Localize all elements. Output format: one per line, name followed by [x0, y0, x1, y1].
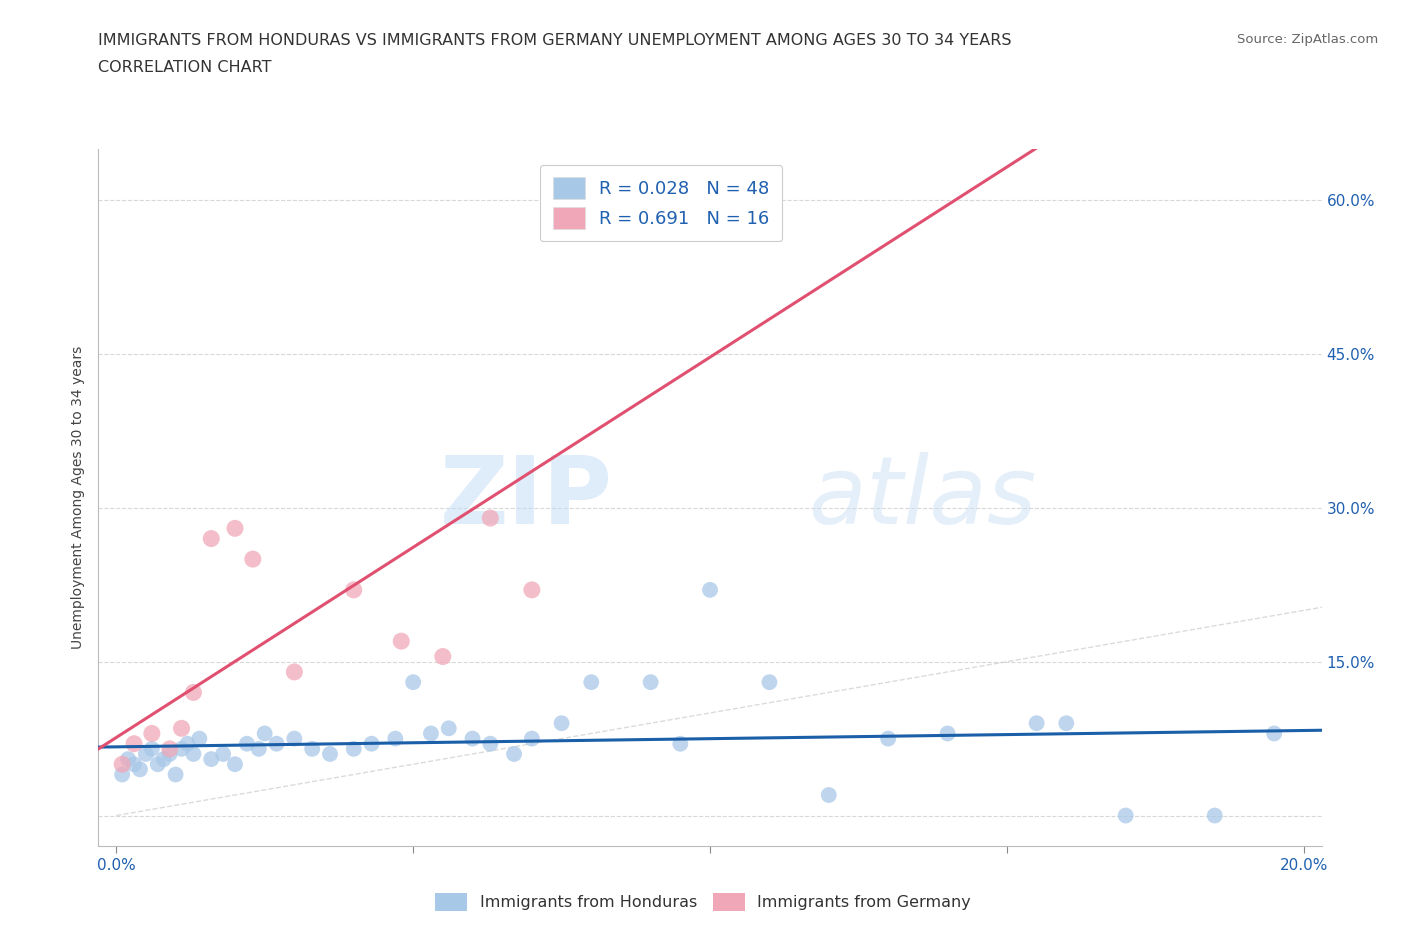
Point [343, 582, 366, 597]
Point [550, 716, 572, 731]
Point [141, 741, 163, 756]
Point [503, 747, 526, 762]
Point [936, 726, 959, 741]
Point [758, 675, 780, 690]
Point [1204, 808, 1226, 823]
Point [699, 582, 721, 597]
Point [212, 747, 235, 762]
Point [817, 788, 839, 803]
Point [520, 731, 543, 746]
Point [877, 731, 900, 746]
Y-axis label: Unemployment Among Ages 30 to 34 years: Unemployment Among Ages 30 to 34 years [72, 346, 86, 649]
Point [581, 675, 603, 690]
Text: IMMIGRANTS FROM HONDURAS VS IMMIGRANTS FROM GERMANY UNEMPLOYMENT AMONG AGES 30 T: IMMIGRANTS FROM HONDURAS VS IMMIGRANTS F… [98, 33, 1012, 47]
Point [640, 675, 662, 690]
Point [159, 741, 181, 756]
Point [520, 582, 543, 597]
Point [1025, 716, 1047, 731]
Point [176, 737, 198, 751]
Point [253, 726, 276, 741]
Point [183, 685, 205, 700]
Point [266, 737, 288, 751]
Point [224, 757, 246, 772]
Point [432, 649, 454, 664]
Point [165, 767, 187, 782]
Point [141, 726, 163, 741]
Point [111, 757, 134, 772]
Point [146, 757, 169, 772]
Point [283, 731, 305, 746]
Point [1054, 716, 1077, 731]
Text: CORRELATION CHART: CORRELATION CHART [98, 60, 271, 75]
Point [170, 741, 193, 756]
Point [117, 751, 139, 766]
Point [152, 751, 174, 766]
Point [283, 665, 305, 680]
Point [236, 737, 259, 751]
Point [389, 633, 412, 648]
Point [111, 767, 134, 782]
Point [343, 741, 366, 756]
Point [200, 531, 222, 546]
Legend: R = 0.028   N = 48, R = 0.691   N = 16: R = 0.028 N = 48, R = 0.691 N = 16 [540, 165, 782, 242]
Point [420, 726, 443, 741]
Point [1263, 726, 1285, 741]
Point [242, 551, 264, 566]
Point [129, 762, 152, 777]
Point [122, 757, 145, 772]
Text: ZIP: ZIP [439, 452, 612, 543]
Point [384, 731, 406, 746]
Point [200, 751, 222, 766]
Point [360, 737, 382, 751]
Point [159, 747, 181, 762]
Point [479, 511, 502, 525]
Point [224, 521, 246, 536]
Point [319, 747, 342, 762]
Text: atlas: atlas [808, 452, 1036, 543]
Point [461, 731, 484, 746]
Point [610, 213, 633, 228]
Point [669, 737, 692, 751]
Point [437, 721, 460, 736]
Point [122, 737, 145, 751]
Point [247, 741, 270, 756]
Point [479, 737, 502, 751]
Legend: Immigrants from Honduras, Immigrants from Germany: Immigrants from Honduras, Immigrants fro… [429, 886, 977, 917]
Point [402, 675, 425, 690]
Point [135, 747, 157, 762]
Text: Source: ZipAtlas.com: Source: ZipAtlas.com [1237, 33, 1378, 46]
Point [188, 731, 211, 746]
Point [183, 747, 205, 762]
Point [1115, 808, 1137, 823]
Point [301, 741, 323, 756]
Point [170, 721, 193, 736]
